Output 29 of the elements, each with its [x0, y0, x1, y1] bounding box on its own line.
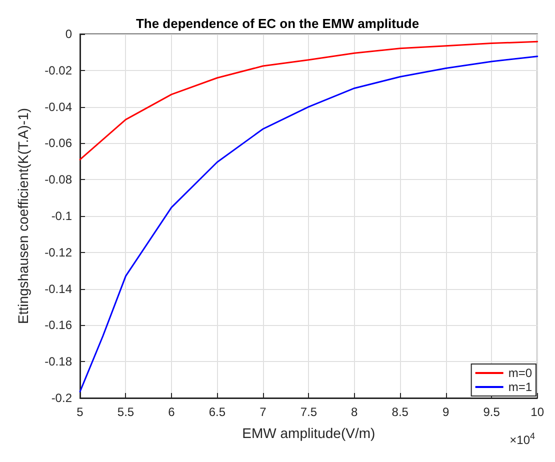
x-tick-label: 9.5	[483, 405, 500, 419]
x-tick-label: 5	[76, 405, 84, 419]
y-tick-label: -0.06	[44, 136, 72, 150]
y-tick-label: -0.02	[44, 63, 72, 78]
x-tick-label: 6.5	[208, 405, 226, 419]
chart-title: The dependence of EC on the EMW amplitude	[136, 16, 420, 31]
y-tick-label: -0.08	[44, 172, 72, 187]
x-tick-label: 7	[260, 405, 267, 419]
legend-label: m=1	[508, 380, 532, 394]
x-tick-label: 5.5	[117, 405, 134, 419]
x-tick-label: 7.5	[300, 405, 318, 419]
y-tick-label: -0.14	[44, 282, 72, 296]
y-tick-label: -0.16	[44, 318, 72, 332]
x-tick-label: 8	[351, 405, 358, 419]
y-axis-title: Ettingshausen coefficient(K(T.A)-1)	[15, 108, 31, 324]
x-axis-title: EMW amplitude(V/m)	[242, 425, 376, 441]
line-series	[79, 40, 538, 160]
x-tick-label: 8.5	[392, 405, 409, 419]
y-tick-label: -0.04	[44, 100, 72, 114]
x-tick-label: 10	[530, 405, 544, 419]
y-tick-label: -0.1	[51, 209, 72, 223]
x-tick-label: 6	[168, 405, 176, 419]
x-tick-label: 9	[442, 405, 450, 419]
y-tick-label: -0.12	[44, 245, 72, 260]
line-series	[79, 56, 538, 392]
y-tick-label: -0.2	[51, 391, 72, 405]
y-tick-label: 0	[65, 27, 72, 41]
y-tick-label: -0.18	[44, 354, 72, 369]
legend-label: m=0	[508, 366, 532, 380]
